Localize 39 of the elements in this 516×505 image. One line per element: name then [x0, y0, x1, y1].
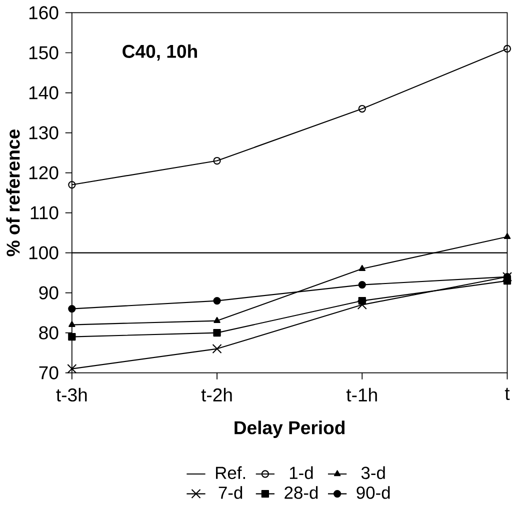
legend-label: 1-d	[290, 466, 313, 480]
point	[212, 344, 222, 354]
point	[357, 300, 367, 310]
point	[504, 233, 511, 240]
point	[213, 157, 221, 165]
point	[214, 317, 220, 324]
point	[358, 297, 366, 305]
y-tick-label: 130	[29, 126, 58, 140]
point	[358, 265, 366, 272]
legend-label: 28-d	[284, 486, 318, 500]
point	[358, 105, 366, 113]
y-axis-title: % of reference	[6, 130, 20, 256]
legend-label: 90-d	[356, 486, 390, 500]
point	[68, 305, 76, 313]
point	[503, 45, 512, 53]
legend-label: 3-d	[361, 466, 385, 480]
point	[68, 333, 76, 341]
y-tick-label: 100	[29, 246, 58, 260]
x-tick-label: t	[504, 388, 510, 400]
x-tick-label: t-1h	[346, 388, 377, 402]
y-tick-label: 160	[29, 6, 58, 20]
point	[68, 181, 76, 189]
point	[213, 329, 221, 337]
y-tick-label: 90	[39, 286, 58, 300]
point	[213, 297, 221, 305]
legend-label: Ref.	[216, 466, 246, 480]
point	[358, 281, 366, 289]
y-tick-label: 120	[29, 166, 58, 180]
legend-label: 7-d	[218, 486, 242, 500]
y-tick-label: 140	[29, 86, 58, 100]
annotation: C40, 10h	[122, 44, 197, 61]
y-tick-label: 110	[30, 206, 58, 220]
x-tick-label: t-2h	[201, 388, 232, 402]
y-tick-label: 150	[29, 46, 58, 60]
point	[68, 321, 76, 328]
x-tick-label: t-3h	[56, 388, 87, 402]
y-tick-label: 70	[39, 366, 58, 380]
x-axis-title: Delay Period	[234, 420, 345, 438]
y-tick-label: 80	[39, 326, 58, 340]
